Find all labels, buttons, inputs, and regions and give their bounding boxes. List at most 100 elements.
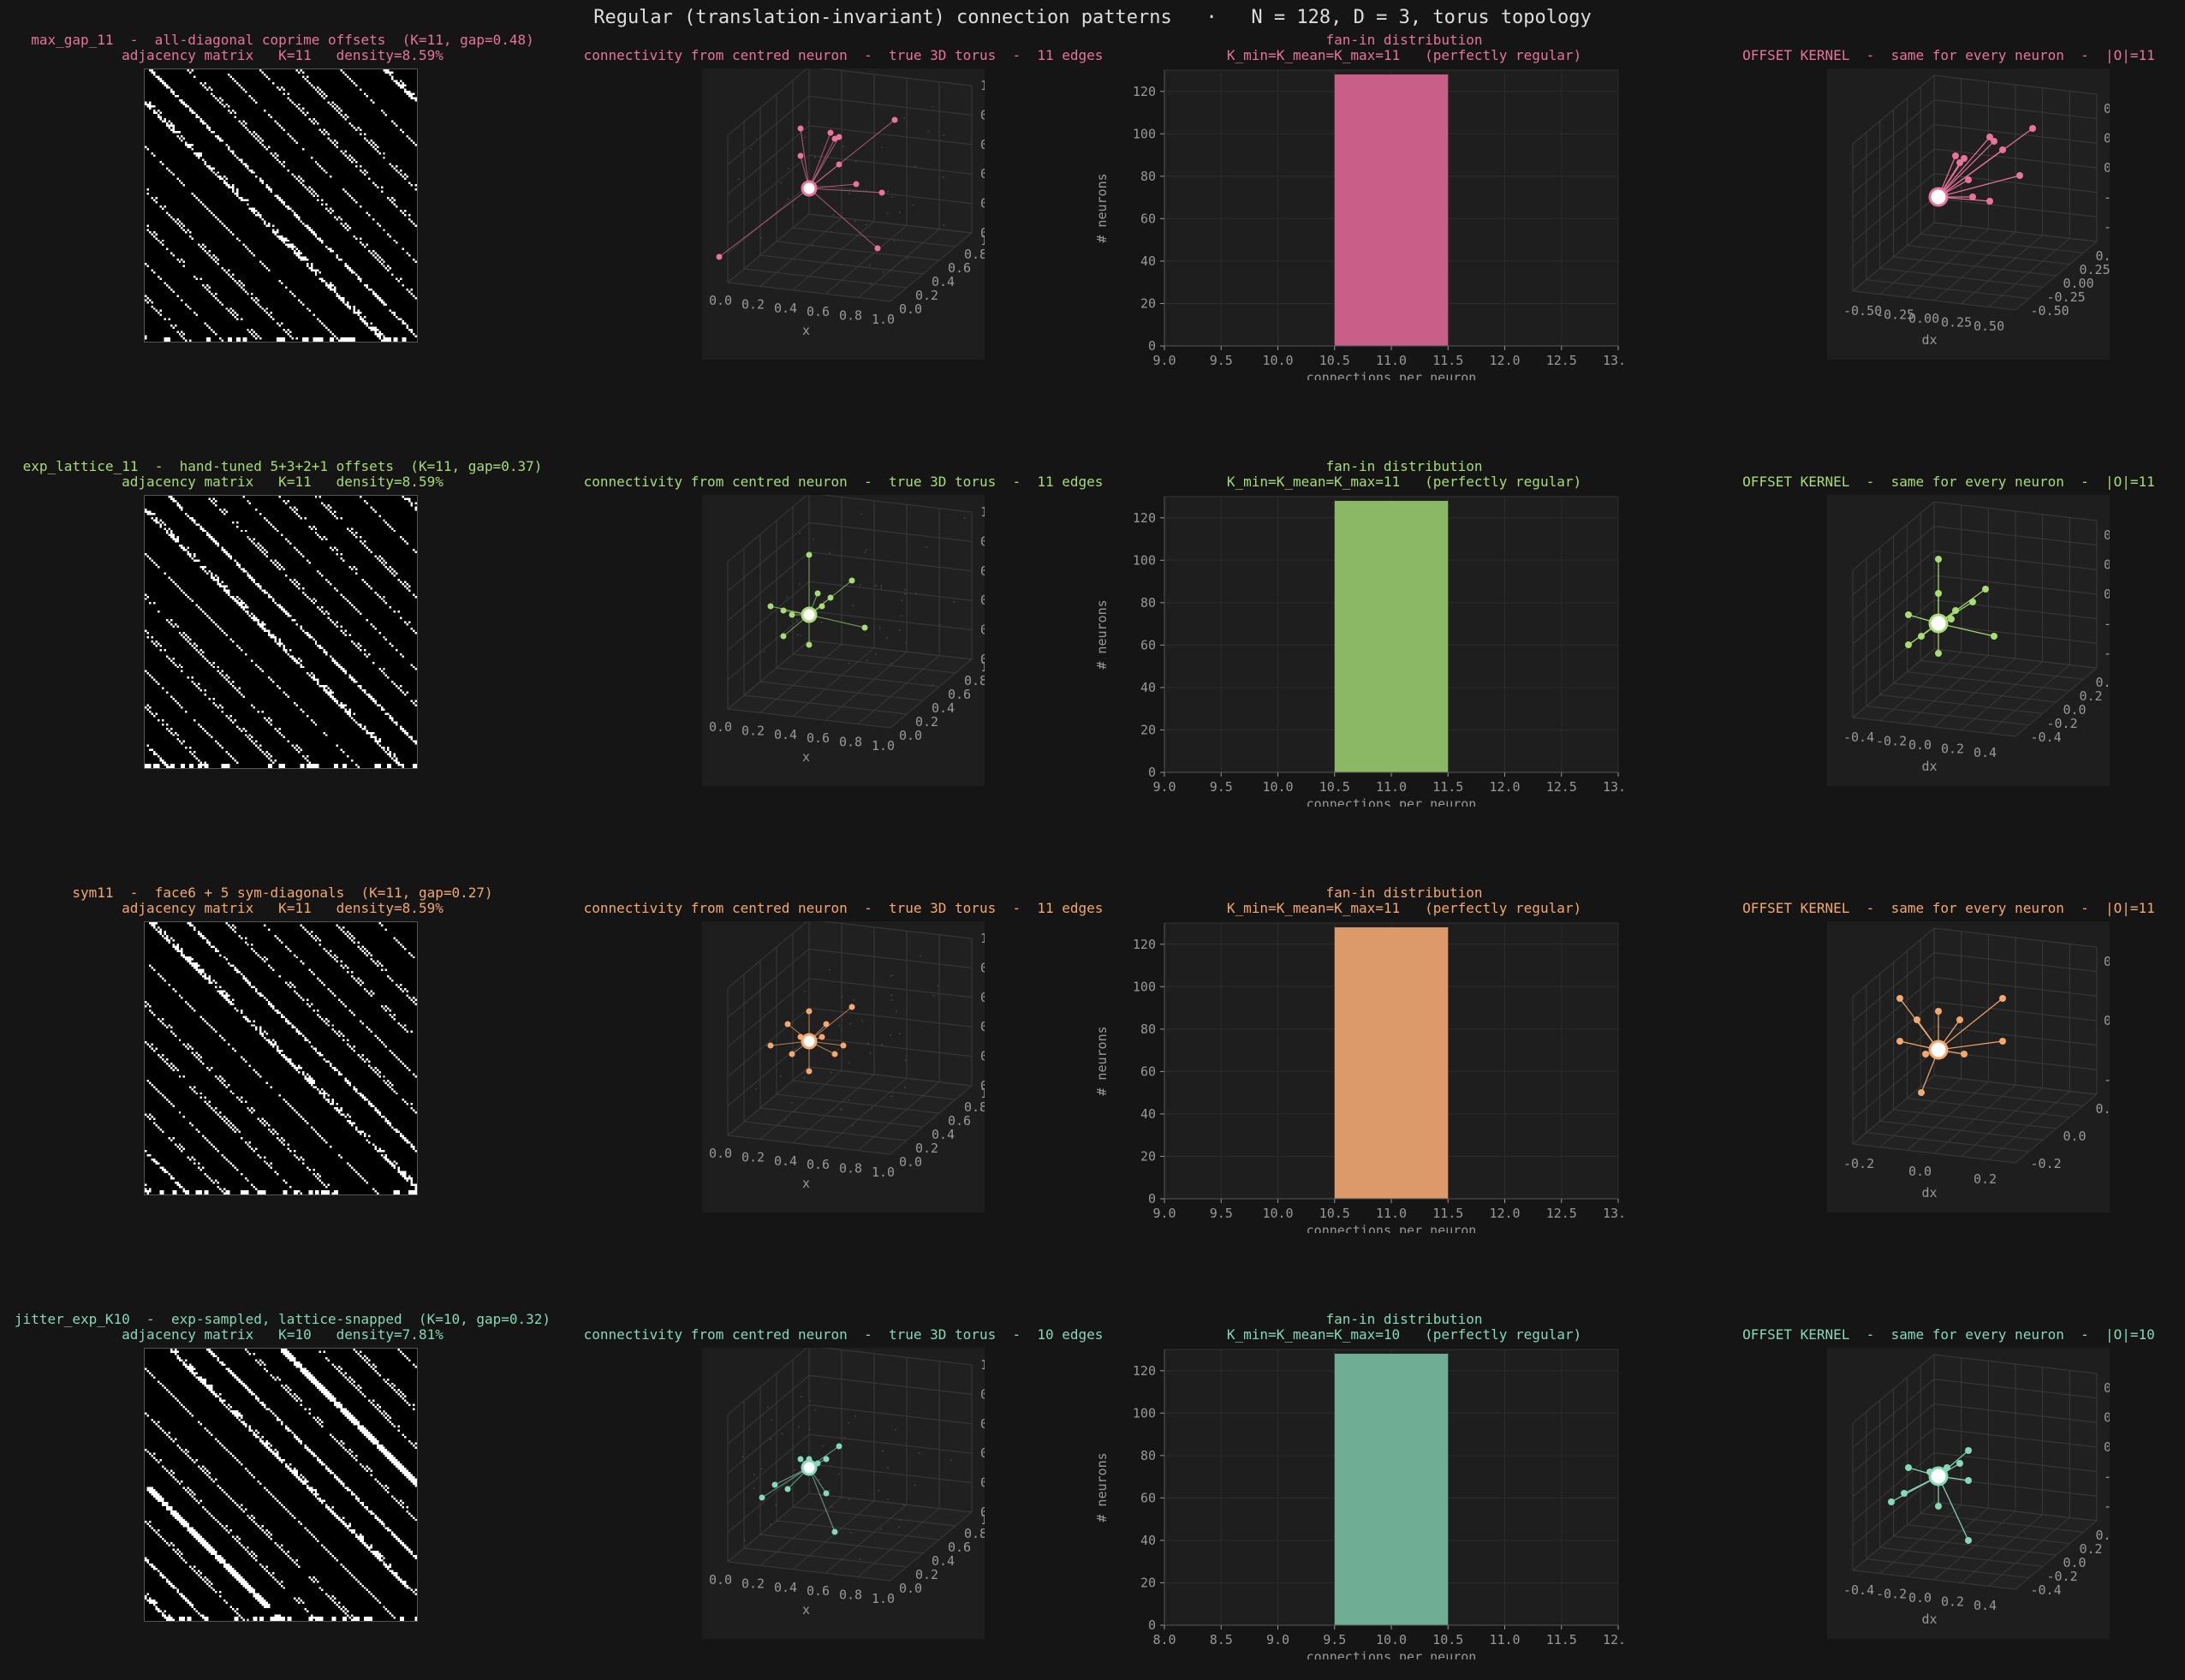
origin-point: [1928, 613, 1949, 634]
histogram-bar: [1334, 500, 1449, 772]
neighbour-point: [780, 633, 787, 640]
z-tick-label: 0.8: [980, 960, 985, 975]
centred-neuron-point: [801, 1033, 818, 1050]
y-tick-label: 0.0: [899, 1581, 922, 1596]
y-tick-label: 0.8: [964, 1099, 985, 1115]
dz-tick-label: 0.0: [2104, 1439, 2110, 1455]
neighbour-point: [771, 1481, 778, 1488]
neighbour-point: [836, 161, 842, 168]
offset-kernel-3d-plot: -0.4-0.4-0.4-0.2-0.2-0.20.00.00.00.20.20…: [1827, 1348, 2110, 1639]
y-tick-label: 60: [1140, 1490, 1156, 1505]
offset-point: [1888, 1498, 1895, 1505]
dy-tick-label: -0.4: [2031, 1582, 2062, 1598]
dy-tick-label: 0.2: [2096, 1101, 2111, 1117]
histogram-panel: 0 20 40 60 80 100 120 8.0 8.5 9.0 9.5 10.0 10.5 11.0 1…: [1079, 1343, 1627, 1659]
adjacency-matrix-plot: [145, 1349, 417, 1621]
centred-neuron-point: [801, 180, 818, 197]
z-tick-label: 0.2: [980, 623, 985, 638]
dx-tick-label: -0.4: [1843, 730, 1874, 745]
offset-point: [1956, 159, 1963, 166]
histogram-subtitle: K_min=K_mean=K_max=11 (perfectly regular…: [1226, 474, 1582, 490]
x-tick-label: 0.0: [709, 1146, 732, 1161]
y-tick-label: 0: [1148, 338, 1156, 354]
neighbour-point: [823, 1456, 830, 1463]
neighbour-point: [823, 1021, 830, 1028]
offset-kernel-3d-plot: -0.4-0.4-0.4-0.2-0.2-0.20.00.00.00.20.20…: [1827, 495, 2110, 786]
kernel-panel: -0.2-0.2-0.20.00.00.00.20.20.2dxdydz: [1827, 921, 2110, 1212]
x-tick-label: 9.0: [1152, 779, 1176, 795]
z-tick-label: 0.8: [980, 533, 985, 549]
dy-tick-label: -0.50: [2031, 303, 2069, 319]
x-tick-label: 11.0: [1489, 1632, 1520, 1647]
y-tick-label: 0.0: [899, 1154, 922, 1170]
neighbour-point: [874, 245, 881, 252]
y-tick-label: 0.8: [964, 247, 985, 262]
dy-tick-label: 0.0: [2063, 702, 2087, 718]
offset-point: [1901, 1490, 1908, 1497]
dy-tick-label: 0.50: [2096, 248, 2111, 264]
x-axis-label: connections per neuron: [1307, 1223, 1477, 1233]
x-tick-label: 0.0: [709, 719, 732, 735]
z-tick-label: 0.2: [980, 1049, 985, 1064]
x-tick-label: 9.5: [1210, 353, 1233, 368]
dx-axis-label: dx: [1922, 332, 1938, 348]
x-tick-label: 0.4: [774, 301, 797, 316]
y-tick-label: 100: [1133, 979, 1156, 994]
y-tick-label: 0.2: [915, 1141, 938, 1156]
offset-point: [1896, 1038, 1903, 1045]
dx-tick-label: 0.4: [1974, 745, 1997, 760]
torus-3d-plot: 0.00.00.00.20.20.20.40.40.40.60.60.60.80…: [702, 495, 985, 786]
dz-tick-label: 0.00: [2104, 160, 2110, 176]
x-axis-label: connections per neuron: [1307, 1649, 1477, 1659]
offset-point: [2029, 125, 2036, 132]
x-tick-label: 9.5: [1323, 1632, 1346, 1647]
y-tick-label: 20: [1140, 722, 1156, 737]
dx-tick-label: 0.0: [1908, 1590, 1932, 1606]
y-tick-label: 0.0: [899, 301, 922, 317]
dx-tick-label: -0.50: [1843, 303, 1882, 319]
y-tick-label: 120: [1133, 510, 1156, 526]
histogram-panel: 0 20 40 60 80 100 120 9.0 9.5 10.0 10.5 11.0 11.5 12.…: [1079, 916, 1627, 1233]
y-tick-label: 80: [1140, 169, 1156, 184]
x-tick-label: 10.0: [1262, 1206, 1293, 1221]
dx-tick-label: -0.4: [1843, 1582, 1874, 1598]
dz-tick-label: -0.50: [2104, 219, 2110, 235]
x-tick-label: 0.6: [807, 730, 830, 746]
offset-point: [1896, 995, 1903, 1002]
z-tick-label: 0.0: [980, 1504, 985, 1520]
y-tick-label: 0: [1148, 765, 1156, 780]
adjacency-subtitle: adjacency matrix K=11 density=8.59%: [122, 900, 444, 916]
y-tick-label: 40: [1140, 1106, 1156, 1122]
y-tick-label: 20: [1140, 1575, 1156, 1590]
torus-title: connectivity from centred neuron - true …: [583, 47, 1104, 63]
kernel-title: OFFSET KERNEL - same for every neuron - …: [1742, 1326, 2155, 1343]
y-tick-label: 0.6: [948, 1113, 971, 1129]
neighbour-point: [797, 1456, 804, 1463]
y-tick-label: 0.8: [964, 673, 985, 688]
x-tick-label: 11.0: [1376, 1206, 1407, 1221]
dz-tick-label: 0.2: [2104, 557, 2110, 573]
kernel-title: OFFSET KERNEL - same for every neuron - …: [1742, 47, 2155, 63]
x-axis-label: x: [802, 1602, 810, 1617]
x-tick-label: 0.2: [741, 1149, 765, 1165]
y-tick-label: 0.4: [932, 700, 955, 716]
x-tick-label: 0.6: [807, 1157, 830, 1172]
offset-point: [1922, 1051, 1929, 1057]
fan-in-histogram: 0 20 40 60 80 100 120 9.0 9.5 10.0 10.5 11.0 11.5 12.…: [1094, 922, 1627, 1233]
y-tick-label: 0.6: [948, 687, 971, 702]
adjacency-subtitle: adjacency matrix K=10 density=7.81%: [122, 1326, 444, 1343]
x-tick-label: 10.0: [1262, 779, 1293, 795]
neighbour-point: [767, 1042, 774, 1049]
x-tick-label: 9.5: [1210, 1206, 1233, 1221]
z-tick-label: 0.4: [980, 1019, 985, 1034]
dx-tick-label: -0.2: [1876, 1587, 1907, 1602]
torus-title: connectivity from centred neuron - true …: [583, 1326, 1104, 1343]
offset-point: [1918, 1089, 1925, 1096]
z-tick-label: 1.0: [980, 1357, 985, 1373]
dz-tick-label: -0.4: [2104, 1498, 2110, 1514]
adjacency-matrix: [144, 69, 418, 343]
adjacency-title: exp_lattice_11 - hand-tuned 5+3+2+1 offs…: [22, 458, 543, 474]
dz-tick-label: 0.0: [2104, 1013, 2110, 1028]
offset-point: [1905, 641, 1912, 648]
x-tick-label: 10.5: [1432, 1632, 1463, 1647]
